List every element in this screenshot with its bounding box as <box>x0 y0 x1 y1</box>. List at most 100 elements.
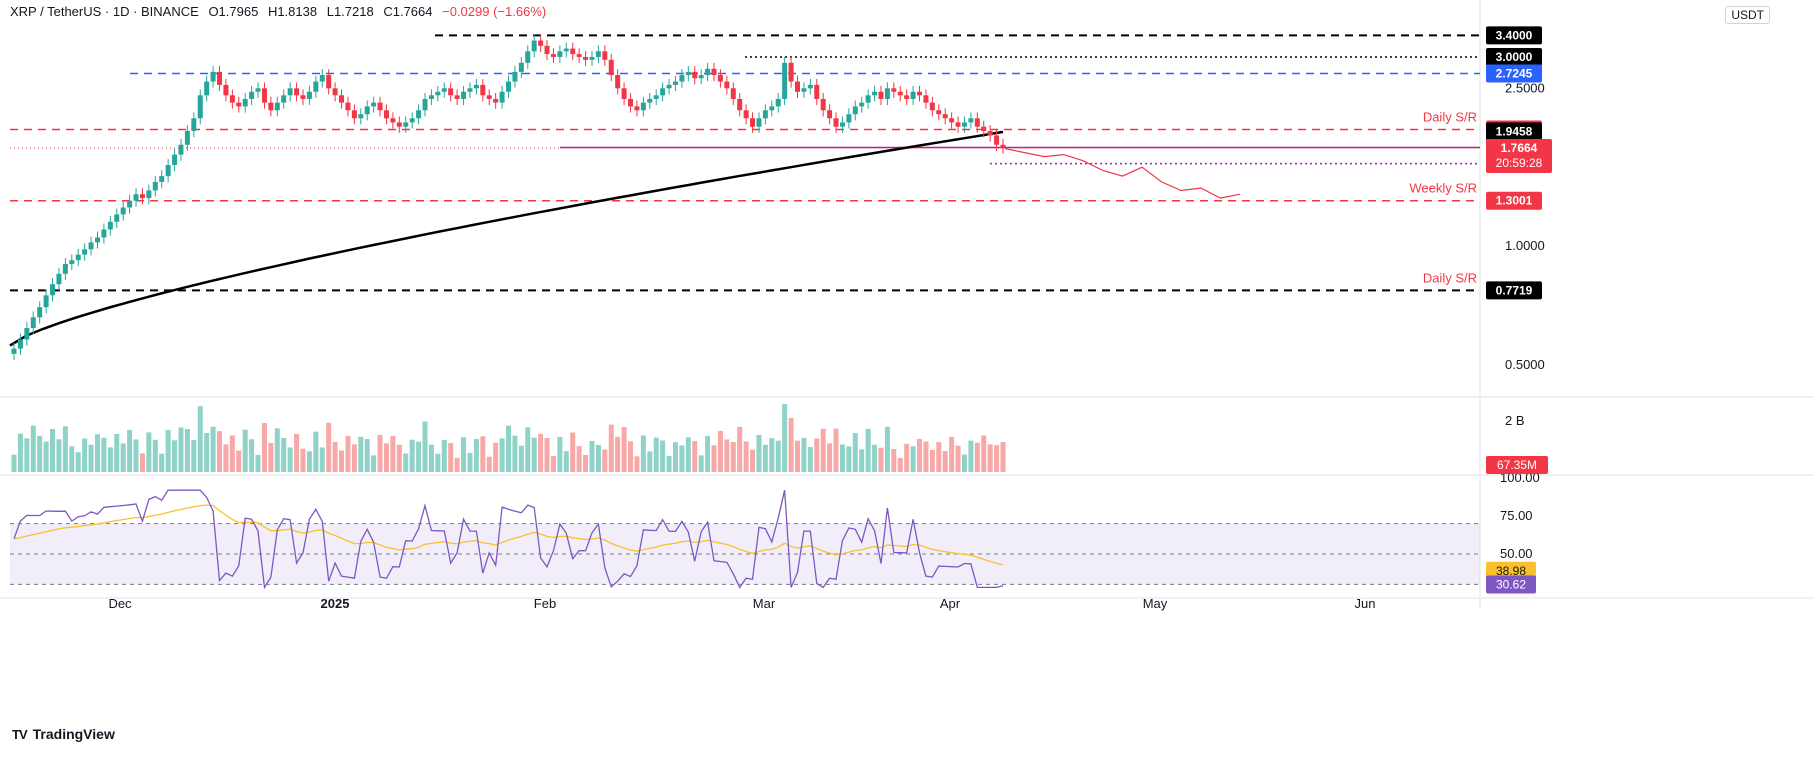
ma-200-path <box>9 130 1004 347</box>
candle-body <box>531 40 537 52</box>
volume-bar <box>287 447 293 472</box>
volume-bar <box>17 433 23 472</box>
volume-bar <box>184 429 190 472</box>
candle-body <box>756 118 762 127</box>
candle-body <box>602 51 608 60</box>
volume-bar <box>955 445 961 472</box>
volume-bar <box>473 439 479 472</box>
level-annotation: Daily S/R <box>1423 110 1477 125</box>
volume-bar <box>133 439 139 472</box>
symbol-label[interactable]: XRP / TetherUS · 1D · BINANCE <box>10 4 199 19</box>
candle-body <box>191 118 197 132</box>
candle-body <box>435 91 441 96</box>
x-tick-label: Dec <box>108 596 132 611</box>
volume-bar <box>801 437 807 472</box>
chart-header: XRP / TetherUS · 1D · BINANCE O1.7965 H1… <box>10 4 552 19</box>
candle-body <box>82 249 88 255</box>
volume-bar <box>608 424 614 472</box>
candle-body <box>891 88 897 92</box>
volume-bar <box>383 443 389 472</box>
candle-body <box>814 84 820 99</box>
candle-body <box>961 122 967 127</box>
candle-body <box>782 62 788 99</box>
low-value: L1.7218 <box>326 4 374 19</box>
candle-body <box>762 110 768 119</box>
candle-body <box>595 51 601 57</box>
brand-logo[interactable]: ⁠TV TradingView <box>12 726 115 742</box>
candle-body <box>178 144 184 155</box>
candle-body <box>698 75 704 79</box>
volume-bar <box>94 434 100 472</box>
volume-bar <box>563 451 569 472</box>
volume-bar <box>236 450 242 472</box>
candle-body <box>717 75 723 82</box>
candle-body <box>538 40 544 46</box>
candle-body <box>281 95 287 103</box>
volume-bar <box>152 439 158 472</box>
candle-body <box>955 122 961 127</box>
candle-body <box>306 91 312 99</box>
candle-body <box>159 176 165 182</box>
volume-tag-label: 67.35M <box>1497 458 1537 472</box>
volume-bar <box>62 426 68 472</box>
volume-bar <box>493 442 499 472</box>
volume-bar <box>839 444 845 472</box>
candle-body <box>865 95 871 103</box>
volume-bar <box>685 437 691 472</box>
volume-bar <box>769 438 775 472</box>
volume-bar <box>454 457 460 472</box>
volume-bar <box>88 444 94 472</box>
volume-bar <box>24 438 30 472</box>
candle-body <box>294 88 300 96</box>
level-annotation: Weekly S/R <box>1409 181 1477 196</box>
volume-bar <box>724 439 730 472</box>
volume-bar <box>762 444 768 472</box>
candle-body <box>788 62 794 82</box>
candle-body <box>923 95 929 103</box>
candle-body <box>287 88 293 96</box>
volume-bar <box>127 430 133 472</box>
volume-bar <box>910 446 916 472</box>
currency-button[interactable]: USDT <box>1725 6 1770 24</box>
volume-bar <box>711 445 717 472</box>
candle-body <box>75 254 81 261</box>
candle-body <box>852 106 858 115</box>
candle-body <box>801 88 807 92</box>
volume-bar <box>782 404 788 472</box>
candle-body <box>255 88 261 92</box>
x-tick-label: Apr <box>940 596 961 611</box>
candle-body <box>518 62 524 72</box>
volume-bar <box>698 455 704 472</box>
candle-body <box>583 56 589 60</box>
candle-body <box>403 122 409 127</box>
candle-body <box>608 59 614 76</box>
volume-bar <box>371 455 377 472</box>
candle-body <box>628 98 634 107</box>
candle-body <box>769 106 775 111</box>
candle-body <box>820 98 826 111</box>
candle-body <box>499 91 505 103</box>
volume-bar <box>204 433 210 472</box>
volume-bar <box>628 441 634 472</box>
candle-body <box>152 181 158 191</box>
volume-bar <box>139 453 145 472</box>
countdown-label: 20:59:28 <box>1496 156 1543 170</box>
volume-bar <box>261 423 267 472</box>
candle-body <box>416 110 422 119</box>
volume-bar <box>249 439 255 472</box>
candle-body <box>422 98 428 111</box>
volume-bar <box>775 440 781 472</box>
volume-bar <box>833 428 839 472</box>
volume-bar <box>294 434 300 472</box>
candle-body <box>884 88 890 99</box>
volume-bar <box>865 428 871 472</box>
volume-bar <box>217 431 223 472</box>
candle-body <box>428 95 434 99</box>
volume-bar <box>859 449 865 472</box>
price-tag <box>1486 47 1542 66</box>
candle-body <box>473 84 479 89</box>
candle-body <box>383 110 389 119</box>
volume-bar <box>640 435 646 472</box>
volume-bar <box>518 445 524 472</box>
volume-bar <box>705 435 711 472</box>
